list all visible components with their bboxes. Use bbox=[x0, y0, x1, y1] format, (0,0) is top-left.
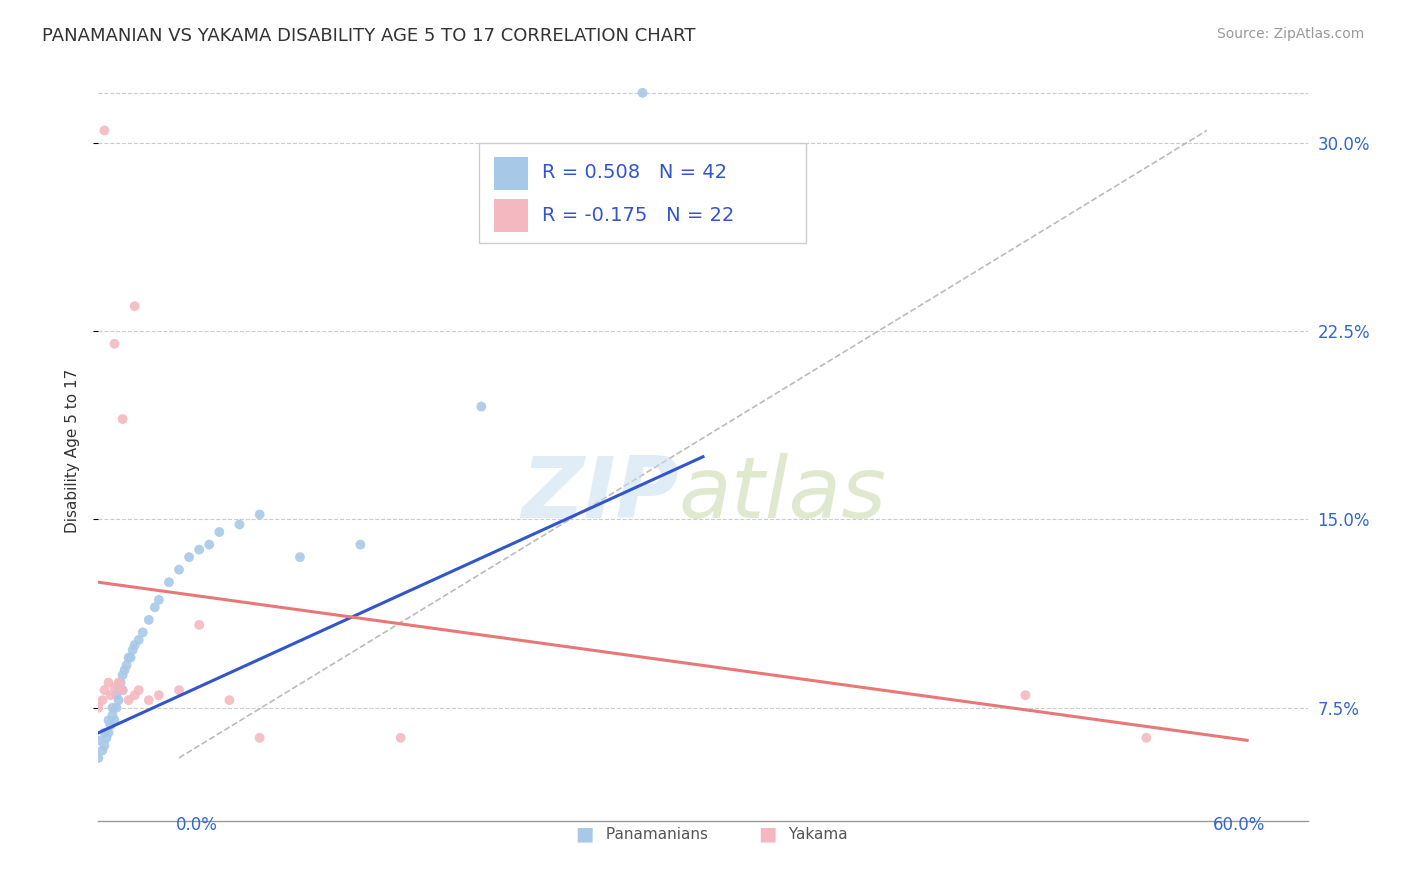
Point bbox=[103, 336, 125, 351]
Point bbox=[124, 688, 146, 702]
Bar bbox=[494, 199, 527, 232]
Text: R = -0.175   N = 22: R = -0.175 N = 22 bbox=[543, 205, 734, 225]
Point bbox=[87, 700, 110, 714]
Point bbox=[97, 713, 120, 727]
Point bbox=[157, 575, 180, 590]
Point bbox=[120, 650, 142, 665]
Point bbox=[138, 693, 160, 707]
Point bbox=[188, 618, 211, 632]
Point bbox=[128, 683, 150, 698]
Point bbox=[93, 683, 115, 698]
Point bbox=[107, 681, 129, 695]
Point bbox=[115, 658, 138, 673]
Point bbox=[101, 708, 124, 723]
Point bbox=[143, 600, 166, 615]
Point bbox=[111, 683, 134, 698]
Point bbox=[91, 743, 114, 757]
Point bbox=[167, 683, 190, 698]
Point bbox=[111, 683, 134, 698]
Point bbox=[249, 731, 271, 745]
Point bbox=[128, 632, 150, 647]
Point bbox=[249, 508, 271, 522]
Text: 0.0%: 0.0% bbox=[176, 816, 218, 834]
Point bbox=[93, 123, 115, 137]
Point bbox=[91, 693, 114, 707]
Point bbox=[470, 400, 492, 414]
Point bbox=[87, 733, 110, 747]
Point bbox=[93, 726, 115, 740]
Point bbox=[111, 668, 134, 682]
Point bbox=[114, 663, 136, 677]
Text: ■: ■ bbox=[758, 824, 776, 844]
Point bbox=[96, 731, 118, 745]
Point bbox=[93, 739, 115, 753]
Point bbox=[218, 693, 240, 707]
Text: PANAMANIAN VS YAKAMA DISABILITY AGE 5 TO 17 CORRELATION CHART: PANAMANIAN VS YAKAMA DISABILITY AGE 5 TO… bbox=[42, 27, 696, 45]
Point bbox=[167, 563, 190, 577]
Text: ZIP: ZIP bbox=[522, 453, 679, 536]
Point bbox=[118, 693, 141, 707]
Point bbox=[105, 688, 128, 702]
Point bbox=[179, 550, 201, 565]
Point bbox=[97, 726, 120, 740]
Text: ■: ■ bbox=[575, 824, 593, 844]
Point bbox=[100, 688, 122, 702]
Point bbox=[118, 650, 141, 665]
Point bbox=[389, 731, 412, 745]
Point bbox=[103, 713, 125, 727]
Point bbox=[1014, 688, 1036, 702]
Point bbox=[101, 700, 124, 714]
Point bbox=[103, 681, 125, 695]
Point bbox=[288, 550, 311, 565]
Point bbox=[349, 538, 371, 552]
Bar bbox=[494, 156, 527, 190]
Point bbox=[97, 675, 120, 690]
Point bbox=[111, 412, 134, 426]
Y-axis label: Disability Age 5 to 17: Disability Age 5 to 17 bbox=[65, 368, 80, 533]
Point bbox=[148, 688, 170, 702]
Text: Panamanians: Panamanians bbox=[602, 827, 709, 841]
Point bbox=[148, 592, 170, 607]
Point bbox=[107, 693, 129, 707]
Point bbox=[631, 86, 654, 100]
Text: atlas: atlas bbox=[679, 453, 887, 536]
Point bbox=[208, 524, 231, 539]
Text: R = 0.508   N = 42: R = 0.508 N = 42 bbox=[543, 163, 727, 182]
Point bbox=[87, 751, 110, 765]
Point bbox=[110, 675, 132, 690]
Point bbox=[107, 675, 129, 690]
Point bbox=[228, 517, 250, 532]
Text: Yakama: Yakama bbox=[785, 827, 848, 841]
Point bbox=[132, 625, 155, 640]
Point bbox=[1135, 731, 1157, 745]
Text: 60.0%: 60.0% bbox=[1213, 816, 1265, 834]
Point bbox=[138, 613, 160, 627]
Point bbox=[124, 638, 146, 652]
Text: Source: ZipAtlas.com: Source: ZipAtlas.com bbox=[1216, 27, 1364, 41]
Point bbox=[188, 542, 211, 557]
Point bbox=[198, 538, 221, 552]
Point bbox=[100, 718, 122, 732]
Point bbox=[124, 299, 146, 313]
Point bbox=[105, 700, 128, 714]
FancyBboxPatch shape bbox=[479, 144, 806, 244]
Point bbox=[121, 643, 143, 657]
